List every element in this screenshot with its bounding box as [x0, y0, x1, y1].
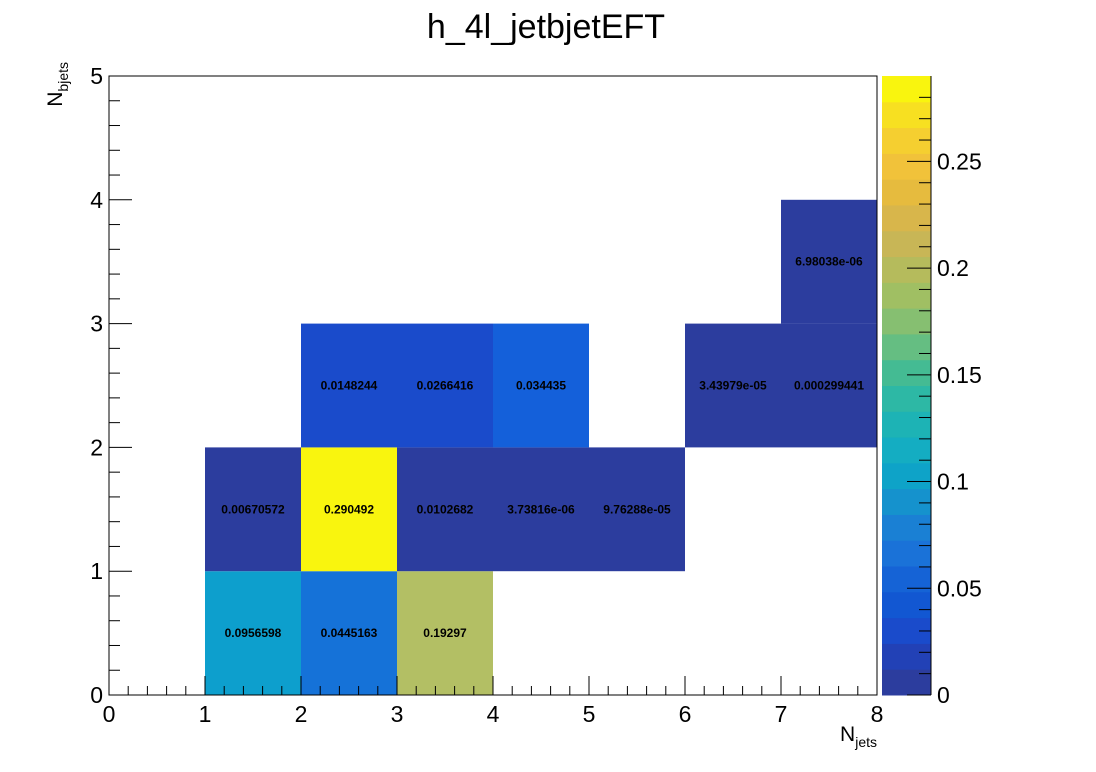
colorbar-segment — [882, 127, 931, 154]
heatmap-cells — [205, 199, 877, 695]
cell-value-label: 3.73816e-06 — [507, 502, 575, 516]
x-tick-label: 7 — [775, 701, 788, 727]
cell-value-label: 0.0956598 — [225, 626, 282, 640]
y-tick-label: 4 — [90, 187, 103, 213]
colorbar-tick-label: 0.05 — [937, 575, 982, 601]
x-tick-label: 4 — [487, 701, 500, 727]
x-tick-label: 5 — [583, 701, 596, 727]
colorbar-segment — [882, 179, 931, 206]
cell-value-label: 0.290492 — [324, 502, 374, 516]
colorbar-segment — [882, 437, 931, 464]
heatmap-cell — [205, 571, 301, 695]
x-tick-label: 2 — [295, 701, 308, 727]
colorbar-segment — [882, 411, 931, 438]
colorbar-segment — [882, 669, 931, 696]
cell-value-label: 0.0445163 — [321, 626, 378, 640]
colorbar-segment — [882, 153, 931, 180]
colorbar-tick-label: 0.25 — [937, 148, 982, 174]
y-axis-title: Nbjets — [44, 62, 71, 107]
colorbar-segment — [882, 514, 931, 541]
colorbar-tick-label: 0 — [937, 682, 950, 708]
chart-title: h_4l_jetbjetEFT — [427, 8, 665, 46]
cell-value-label: 0.19297 — [423, 626, 467, 640]
x-axis: 0 1 2 3 4 5 6 7 8 — [103, 676, 884, 727]
colorbar-segment — [882, 643, 931, 670]
x-axis-title-sub: jets — [854, 734, 877, 750]
heatmap-cell — [397, 323, 493, 448]
colorbar-segment — [882, 101, 931, 129]
colorbar-segment — [882, 230, 931, 258]
y-tick-label: 5 — [90, 63, 103, 89]
heatmap-cell — [205, 447, 301, 572]
x-tick-label: 0 — [103, 701, 116, 727]
heatmap-cell — [781, 199, 877, 324]
heatmap-cell — [301, 447, 397, 572]
heatmap-cell — [397, 447, 493, 572]
heatmap-cell — [781, 323, 877, 448]
y-tick-label: 0 — [90, 682, 103, 708]
colorbar-segment — [882, 308, 931, 335]
cell-value-label: 0.0148244 — [321, 379, 378, 393]
y-tick-label: 3 — [90, 311, 103, 337]
cell-value-label: 9.76288e-05 — [603, 502, 671, 516]
colorbar-segment — [882, 462, 931, 490]
cell-value-label: 0.034435 — [516, 379, 566, 393]
heatmap-cell — [301, 323, 397, 448]
y-tick-label: 1 — [90, 558, 103, 584]
color-scale-bar: 0 0.05 0.1 0.15 0.2 0.25 — [882, 76, 982, 708]
colorbar-segment — [882, 76, 931, 103]
colorbar-segment — [882, 540, 931, 567]
heatmap-cell — [493, 447, 589, 572]
y-axis: 0 1 2 3 4 5 — [90, 63, 132, 708]
heatmap-cell — [301, 571, 397, 695]
cell-value-label: 6.98038e-06 — [795, 255, 863, 269]
x-axis-title-main: N — [840, 723, 855, 746]
cell-value-label: 0.0266416 — [417, 379, 474, 393]
heatmap-cell — [589, 447, 685, 572]
heatmap-cell — [685, 323, 781, 448]
x-tick-label: 8 — [871, 701, 884, 727]
colorbar-tick-label: 0.15 — [937, 362, 982, 388]
colorbar-segment — [882, 282, 931, 309]
cell-value-label: 0.0102682 — [417, 502, 474, 516]
cell-value-label: 0.000299441 — [794, 379, 864, 393]
x-tick-label: 3 — [391, 701, 404, 727]
y-axis-title-sub: bjets — [55, 62, 71, 92]
colorbar-segment — [882, 385, 931, 412]
colorbar-segment — [882, 488, 931, 515]
heatmap-cell-labels: 0.0956598 0.0445163 0.19297 0.00670572 0.290… — [221, 255, 864, 640]
x-tick-label: 1 — [199, 701, 212, 727]
colorbar-segment — [882, 256, 931, 283]
cell-value-label: 3.43979e-05 — [699, 379, 767, 393]
heatmap-cell — [397, 571, 493, 695]
colorbar-tick-label: 0.1 — [937, 469, 969, 495]
colorbar-segment — [882, 333, 931, 361]
x-tick-label: 6 — [679, 701, 692, 727]
colorbar-segment — [882, 204, 931, 232]
cell-value-label: 0.00670572 — [221, 502, 285, 516]
y-tick-label: 2 — [90, 434, 103, 460]
y-axis-title-main: N — [44, 92, 67, 107]
heatmap-cell — [493, 323, 589, 448]
x-axis-title: Njets — [840, 723, 877, 750]
colorbar-tick-label: 0.2 — [937, 255, 969, 281]
colorbar-segment — [882, 359, 931, 386]
colorbar-segment — [882, 591, 931, 619]
